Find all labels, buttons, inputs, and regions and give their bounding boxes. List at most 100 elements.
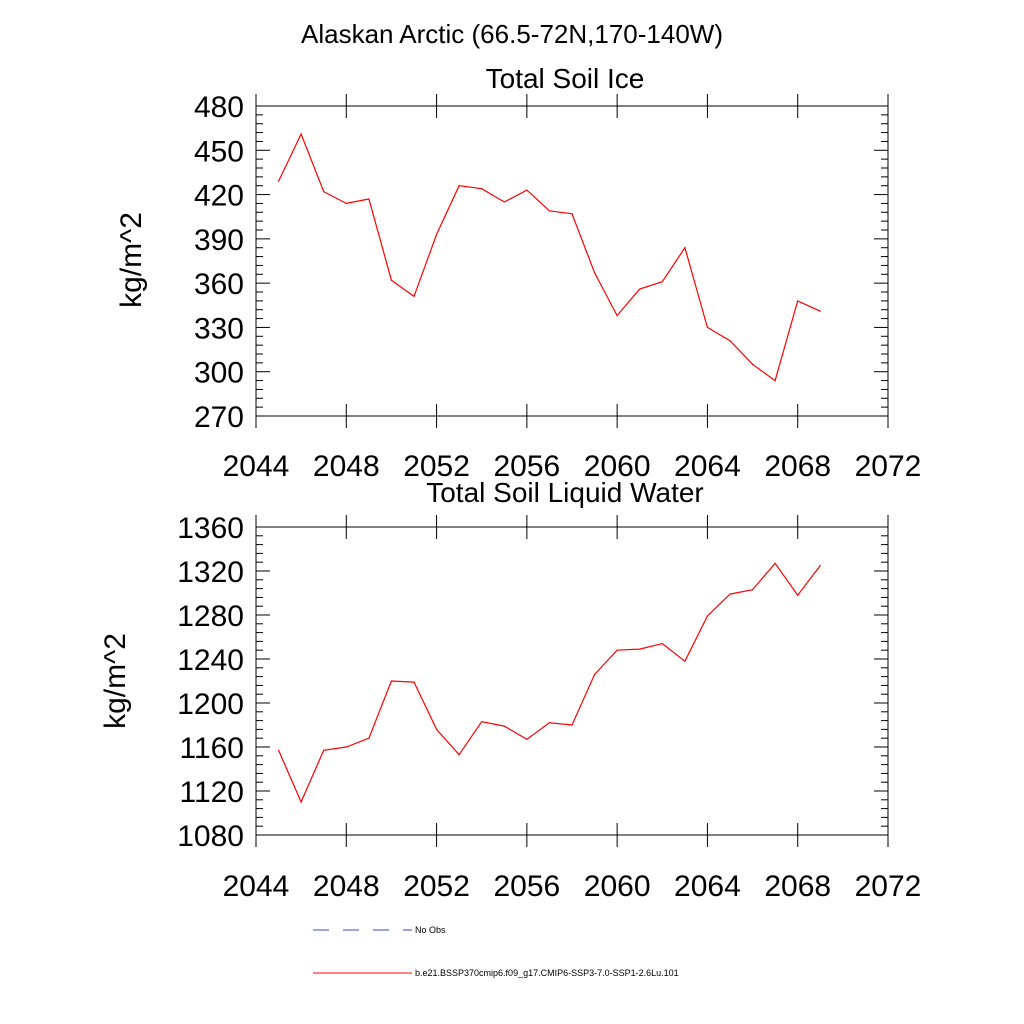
data-point (413, 295, 415, 298)
data-point (481, 721, 483, 723)
legend: No Obs b.e21.BSSP370cmip6.f09_g17.CMIP6-… (313, 925, 679, 978)
y-tick-label: 1280 (177, 600, 244, 633)
series-line (278, 132, 821, 382)
x-tick-label: 2056 (493, 870, 560, 903)
y-tick-label: 450 (194, 135, 244, 168)
data-point (277, 180, 280, 182)
data-point (661, 281, 663, 283)
data-point (368, 737, 370, 739)
chart-title-soil-liquid-water: Total Soil Liquid Water (426, 477, 704, 508)
data-point (706, 326, 709, 329)
data-point (684, 660, 686, 662)
series-soil-ice (277, 132, 821, 382)
data-point (413, 681, 415, 683)
data-point (300, 133, 302, 135)
data-point (435, 233, 438, 236)
y-tick-label: 1080 (177, 820, 244, 853)
series-soil-liquid-water (277, 562, 821, 804)
y-tick-label: 390 (194, 224, 244, 257)
data-point (503, 201, 505, 203)
data-point (548, 722, 551, 724)
x-tick-label: 2068 (764, 450, 831, 483)
x-tick-label: 2064 (674, 870, 741, 903)
x-tick-label: 2060 (584, 450, 651, 483)
data-point (526, 738, 528, 740)
data-point (345, 202, 347, 205)
data-point (571, 213, 573, 215)
y-tick-label: 1200 (177, 688, 244, 721)
x-tick-label: 2056 (493, 450, 560, 483)
data-point (616, 315, 618, 317)
x-tick-label: 2044 (223, 450, 290, 483)
x-tick-label: 2064 (674, 450, 741, 483)
data-point (729, 593, 731, 595)
y-tick-label: 330 (194, 312, 244, 345)
x-tick-label: 2052 (403, 870, 470, 903)
y-tick-label: 1120 (179, 776, 244, 809)
data-point (526, 189, 528, 191)
y-tick-label: 1160 (179, 732, 244, 765)
x-tick-label: 2048 (313, 450, 380, 483)
plot-frame-soil-ice (255, 105, 889, 417)
legend-obs-label: No Obs (415, 925, 446, 935)
data-point (390, 279, 393, 281)
data-point (390, 680, 393, 682)
y-tick-label: 1320 (177, 556, 244, 589)
data-point (797, 300, 799, 302)
axis-ticks-soil-ice: 2044 2048 2052 2056 2060 2064 2068 2072 270 300 33… (194, 91, 921, 483)
y-tick-label: 270 (194, 401, 244, 434)
data-point (481, 188, 483, 190)
data-point (345, 746, 347, 748)
data-point (323, 749, 325, 751)
chart-title-soil-ice: Total Soil Ice (486, 63, 645, 94)
data-point (616, 649, 618, 651)
soil-ice-panel: Total Soil Ice kg/m^2 2044 2048 2052 2056 20… (115, 63, 921, 483)
y-tick-label: 480 (194, 91, 244, 124)
data-point (368, 198, 370, 200)
data-point (774, 379, 776, 382)
y-axis-label-soil-ice: kg/m^2 (115, 212, 148, 308)
y-tick-label: 360 (194, 268, 244, 301)
data-point (774, 562, 776, 564)
page-title: Alaskan Arctic (66.5-72N,170-140W) (301, 19, 723, 49)
y-axis-label-soil-liquid-water: kg/m^2 (99, 633, 132, 729)
x-tick-label: 2044 (223, 870, 290, 903)
data-point (548, 210, 551, 212)
data-point (435, 728, 438, 731)
data-point (503, 725, 505, 727)
x-tick-label: 2060 (584, 870, 651, 903)
data-point (639, 648, 641, 650)
data-point (706, 615, 709, 617)
y-tick-label: 300 (194, 357, 244, 390)
data-point (819, 310, 821, 312)
x-tick-label: 2052 (403, 450, 470, 483)
x-tick-label: 2068 (764, 870, 831, 903)
soil-liquid-water-panel: Total Soil Liquid Water kg/m^2 2044 2048 2… (99, 477, 921, 903)
x-tick-label: 2072 (855, 870, 922, 903)
y-tick-label: 420 (194, 180, 244, 213)
data-point (458, 185, 460, 187)
data-point (661, 643, 663, 645)
data-point (277, 749, 280, 751)
data-point (639, 288, 641, 290)
y-tick-label: 1360 (177, 512, 244, 545)
x-tick-label: 2048 (313, 870, 380, 903)
data-point (300, 801, 302, 803)
axis-ticks-soil-liquid-water: 2044 2048 2052 2056 2060 2064 2068 2072 1080 1120… (177, 512, 921, 903)
data-point (797, 594, 799, 596)
data-point (684, 247, 686, 249)
data-point (323, 191, 325, 193)
data-point (458, 754, 460, 756)
y-tick-label: 1240 (177, 644, 244, 677)
data-point (571, 724, 573, 726)
series-line (278, 562, 821, 804)
plot-frame-soil-liquid-water (255, 526, 889, 836)
data-point (751, 363, 754, 365)
data-point (729, 340, 731, 342)
legend-model-label: b.e21.BSSP370cmip6.f09_g17.CMIP6-SSP3-7.… (415, 968, 679, 978)
data-point (593, 673, 596, 676)
data-point (819, 564, 821, 567)
data-point (751, 589, 754, 591)
data-point (593, 272, 596, 274)
